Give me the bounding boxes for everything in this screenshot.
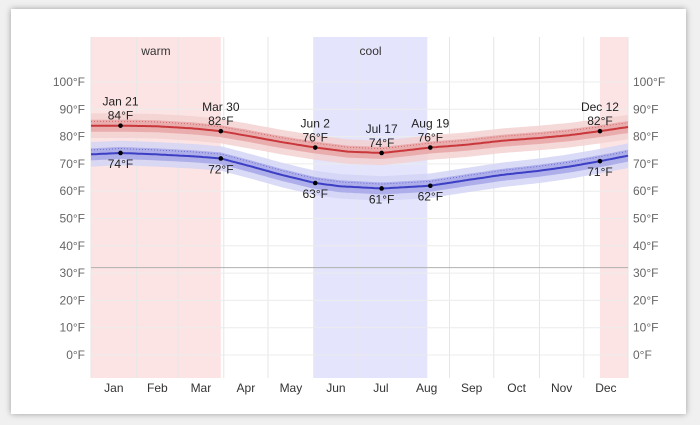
y-tick-label-right: 40°F (633, 239, 658, 253)
annotation-low-dot (597, 158, 603, 164)
month-label: Mar (191, 381, 212, 395)
y-tick-label-right: 100°F (633, 75, 665, 89)
high-temp-dotted-line (91, 120, 629, 150)
month-label: Jul (373, 381, 388, 395)
month-label: Sep (461, 381, 483, 395)
annotation-low-value: 63°F (302, 187, 327, 201)
annotation-high-dot (312, 145, 318, 150)
month-label: Aug (416, 381, 437, 395)
month-label: Apr (237, 381, 256, 395)
annotation-high-dot (218, 128, 224, 134)
y-tick-label-left: 90°F (60, 102, 85, 116)
low-temp-line (90, 151, 629, 190)
season-band-warm (91, 37, 221, 378)
annotation-date: Jan 21 (102, 95, 138, 109)
month-label: Jun (326, 381, 345, 395)
annotation-high-dot (118, 123, 123, 128)
annotation-high-value: 82°F (587, 114, 612, 128)
y-tick-label-right: 20°F (633, 293, 658, 307)
annotation-high-value: 82°F (208, 114, 233, 128)
month-label: Oct (507, 381, 526, 395)
annotation-date: Jul 17 (366, 122, 398, 136)
month-label: May (280, 381, 303, 395)
annotation-low-value: 62°F (418, 190, 443, 204)
annotation-high-value: 76°F (302, 131, 327, 145)
high-temp-inner-band (91, 119, 628, 159)
annotation-low-value: 74°F (108, 157, 133, 171)
y-tick-label-right: 50°F (633, 212, 658, 226)
annotation-low-dot (312, 180, 318, 186)
annotation-date: Mar 30 (202, 100, 240, 114)
y-tick-label-left: 10°F (60, 321, 85, 335)
y-tick-label-right: 0°F (633, 348, 652, 362)
y-tick-label-right: 10°F (633, 321, 658, 335)
annotation-date: Aug 19 (411, 117, 449, 131)
season-band-cool (313, 37, 428, 378)
y-tick-label-left: 30°F (60, 266, 85, 280)
annotation-low-value: 71°F (587, 165, 612, 179)
y-tick-label-left: 0°F (66, 348, 85, 362)
high-temp-line (91, 124, 629, 154)
season-band-label: warm (140, 44, 170, 58)
annotation-low-dot (428, 183, 433, 189)
annotation-low-dot (379, 186, 384, 191)
annotation-high-dot (379, 150, 384, 156)
y-tick-label-left: 70°F (60, 157, 85, 171)
y-tick-label-right: 80°F (633, 130, 658, 144)
season-band-edge-2 (599, 37, 628, 378)
month-label: Dec (595, 381, 616, 395)
y-tick-label-right: 70°F (633, 157, 658, 171)
y-tick-label-left: 80°F (60, 130, 85, 144)
month-label: Nov (551, 381, 572, 395)
annotation-low-value: 72°F (208, 162, 233, 176)
annotation-high-value: 76°F (418, 131, 443, 145)
annotation-high-value: 74°F (369, 136, 394, 150)
month-label: Feb (147, 381, 168, 395)
y-tick-label-left: 60°F (60, 184, 85, 198)
annotation-date: Jun 2 (301, 117, 331, 131)
month-label: Jan (104, 381, 123, 395)
y-tick-label-right: 90°F (633, 102, 658, 116)
y-tick-label-right: 30°F (633, 266, 658, 280)
annotation-low-dot (118, 150, 123, 156)
annotation-low-dot (218, 156, 224, 161)
y-tick-label-right: 60°F (633, 184, 658, 198)
annotation-date: Dec 12 (581, 100, 619, 114)
annotation-high-dot (597, 128, 603, 134)
annotation-high-dot (428, 145, 433, 150)
annotation-low-value: 61°F (369, 192, 394, 206)
y-tick-label-left: 50°F (60, 212, 85, 226)
y-tick-label-left: 20°F (60, 293, 85, 307)
season-band-label: cool (360, 44, 382, 58)
y-tick-label-left: 100°F (53, 75, 85, 89)
y-tick-label-left: 40°F (60, 239, 85, 253)
annotation-high-value: 84°F (108, 109, 133, 123)
